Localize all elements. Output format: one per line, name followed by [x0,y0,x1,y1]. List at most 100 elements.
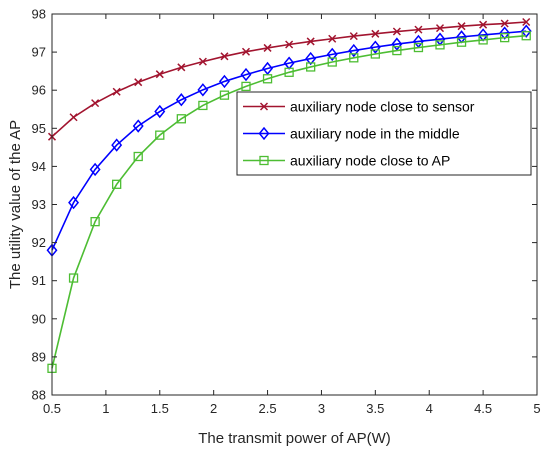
series-2-point [198,100,208,111]
x-tick-label: 3 [318,401,325,416]
x-tick-label: 4 [426,401,433,416]
x-tick-label: 4.5 [474,401,492,416]
series-0-point-stroke-b [500,19,509,28]
series-2-point [112,179,122,189]
series-0-point [435,24,445,33]
x-tick-label: 3.5 [366,401,384,416]
series-0-point-stroke-b [414,25,423,34]
x-tick-label: 1 [102,401,109,416]
y-tick-label: 98 [32,7,46,22]
series-line-2 [51,34,527,369]
series-0-point [500,19,509,28]
series-0-point-stroke-b [134,78,143,87]
legend-marker-middle [258,126,270,141]
series-0-point-stroke-b [479,20,488,29]
series-1-point [348,43,360,58]
legend-entry-ap: auxiliary node close to AP [243,153,450,169]
series-2-point [176,114,186,124]
series-0-point-stroke-b [112,87,121,96]
series-2-point [435,40,445,50]
series-0-point-stroke-b [328,34,337,43]
axes: 0.5 1 1.5 2 2.5 3 3.5 4 4.5 5 88 89 90 91 92 93 94 95 96 97… [32,7,541,417]
y-tick-label: 91 [32,273,46,288]
series-1-point [520,24,532,38]
series-0-point-stroke-b [457,22,466,31]
series-0-point-stroke-b [306,37,315,46]
legend-entry-sensor: auxiliary node close to sensor [243,99,475,115]
series-1-point [369,40,381,54]
series-1-point [499,26,511,40]
series-1-point [240,67,252,82]
series-0-point [198,57,207,66]
y-tick-label: 88 [32,388,46,403]
series-1-point [89,162,101,177]
series-0-point [328,34,337,43]
series-0-point [285,40,294,49]
series-2-point [370,49,380,59]
series-1-point [175,93,187,107]
series-2-point [327,57,337,67]
series-0-point [306,37,315,46]
series-1-point [154,104,166,119]
series-2-point [284,67,294,77]
x-axis-label: The transmit power of AP(W) [198,430,391,447]
legend-label-sensor: auxiliary node close to sensor [290,99,475,115]
series-1-point [305,51,317,66]
series-1-point [218,74,230,89]
series-0-point-stroke-b [220,52,229,61]
legend-marker-shape [259,102,269,111]
series-2-point [90,216,100,227]
series-1-point [132,119,144,133]
y-tick-label: 96 [32,83,46,98]
series-0-point-stroke-b [522,17,531,27]
series-0-point [371,29,380,38]
series-1-point [391,37,403,51]
series-0-point-stroke-b [435,24,445,33]
series-1-point [68,195,80,210]
series-1-point [197,83,209,97]
series-0-point [349,32,358,41]
x-tick-label: 0.5 [43,401,61,416]
series-2-point [349,53,359,63]
legend-marker-shape-stroke-b [259,102,269,111]
series-2-point [68,273,79,283]
series-0-point [392,27,401,36]
series-0-point [522,17,531,27]
series-0-point [155,70,164,79]
legend-marker-shape [258,126,270,141]
series-0-point-stroke-b [155,70,164,79]
series-2-point [133,151,143,162]
legend: auxiliary node close to sensor auxiliary… [236,91,532,176]
series-0-point-stroke-b [285,40,294,49]
series-0-point-stroke-b [263,43,272,52]
legend-marker-ap [259,155,269,166]
x-tick-label: 1.5 [151,401,169,416]
series-0-point-stroke-b [198,57,207,66]
series-0-point [91,99,100,108]
series-2-point [392,45,402,56]
series-0-point [241,47,251,56]
legend-entry-middle: auxiliary node in the middle [243,126,460,142]
series-0-point [134,78,143,87]
series-2-point [456,37,467,47]
plot-marks [46,17,532,373]
series-1-point [326,47,338,62]
series-0-point [69,113,78,122]
y-axis-label: The utility value of the AP [7,120,24,289]
series-0-point [220,52,229,61]
series-0-point-stroke-b [177,63,186,72]
legend-label-ap: auxiliary node close to AP [290,153,450,169]
legend-marker-sensor [259,102,269,111]
series-1-point [262,61,274,76]
series-0-point [263,43,272,52]
series-0-point [414,25,423,34]
y-tick-label: 90 [32,311,46,326]
series-2-point [521,31,531,41]
series-2-point [155,130,165,140]
series-0-point-stroke-b [371,29,380,38]
legend-box [236,91,532,176]
y-tick-label: 97 [32,45,46,60]
legend-marker-shape [259,155,269,166]
series-2-point [478,35,488,45]
